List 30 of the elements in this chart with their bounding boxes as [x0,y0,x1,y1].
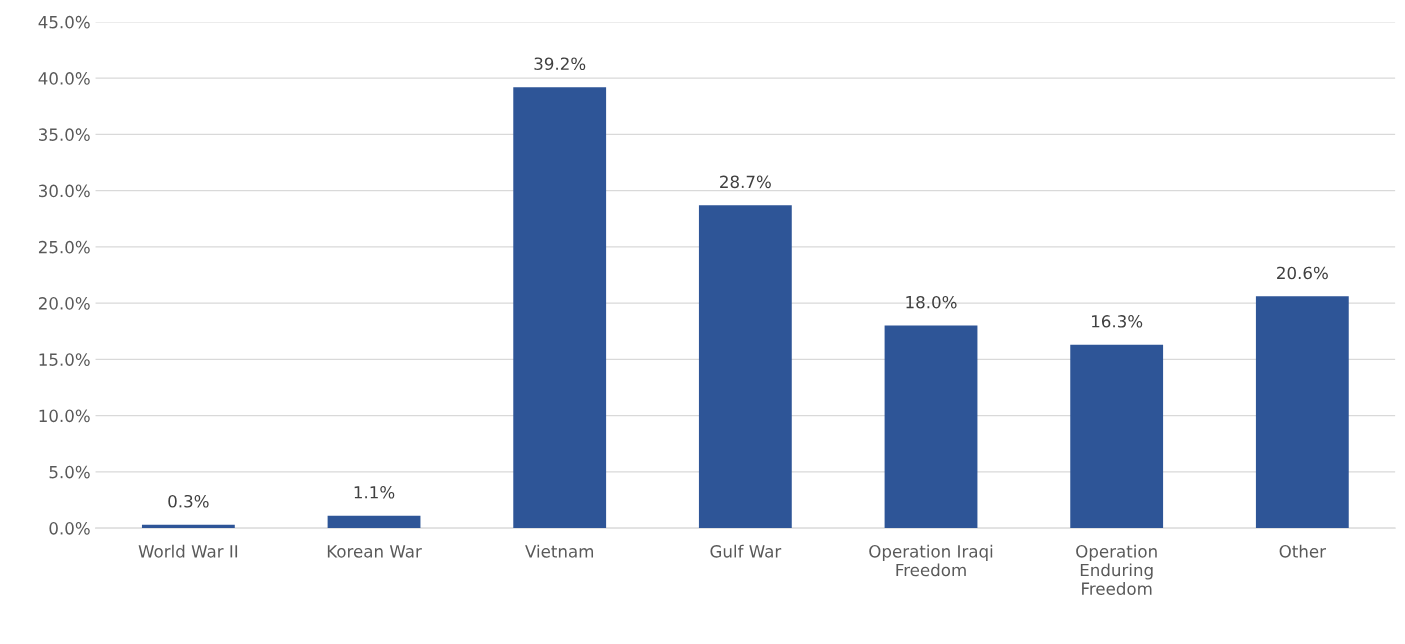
x-tick-label: Operation Iraqi Freedom [869,544,993,577]
data-label: 0.3% [168,494,209,508]
data-label: 16.3% [1092,315,1143,328]
data-label: 28.7% [720,175,771,189]
x-tick-label: Vietnam [525,544,594,558]
bar [327,515,421,529]
bar [884,325,978,529]
bar [513,87,607,529]
y-tick-label: 30.0% [39,184,90,198]
y-tick-label: 20.0% [38,297,90,310]
y-tick-label: 0.0% [49,522,90,535]
y-tick-label: 25.0% [38,240,90,254]
y-tick-label: 35.0% [39,128,90,141]
data-label: 20.6% [1277,266,1328,280]
y-tick-label: 10.0% [39,409,90,423]
bar [1255,296,1349,529]
data-label: 18.0% [906,295,957,309]
y-tick-label: 5.0% [49,465,90,479]
data-label: 1.1% [354,485,395,499]
x-tick-label: Operation Enduring Freedom [1076,544,1157,595]
x-tick-label: Gulf War [710,544,782,558]
x-tick-label: World War II [138,544,238,558]
x-tick-label: Other [1279,544,1326,558]
y-tick-label: 40.0% [38,72,90,85]
bar [1070,344,1164,529]
data-label: 39.2% [534,57,586,71]
x-tick-label: Korean War [327,545,422,558]
bar [698,205,792,529]
y-tick-label: 45.0% [38,15,90,29]
y-tick-label: 15.0% [39,353,90,366]
